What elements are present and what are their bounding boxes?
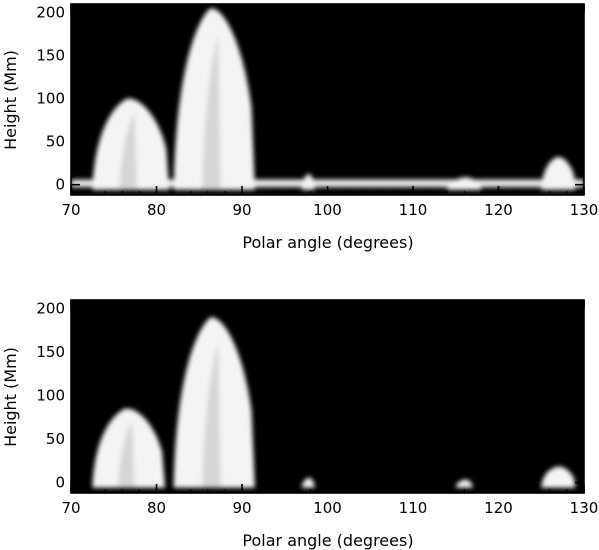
y-tick-label: 50 (46, 430, 65, 448)
emission-feature (455, 479, 473, 488)
x-tick-label: 100 (313, 499, 342, 517)
axes: 70 80 90 100 110 120 130 0 50 100 150 200 (36, 299, 599, 517)
emission-streak (119, 112, 138, 190)
emission-feature (301, 173, 315, 190)
emission-feature (541, 156, 576, 190)
x-axis-label: Polar angle (degrees) (242, 531, 413, 550)
y-tick-label: 0 (55, 176, 65, 194)
emission-feature (301, 477, 315, 488)
x-tick-label: 90 (232, 201, 251, 219)
x-tick-label: 130 (570, 201, 599, 219)
y-tick-label: 100 (36, 90, 65, 108)
x-tick-label: 100 (313, 201, 342, 219)
emission-streak (202, 35, 221, 190)
emission-feature (541, 466, 576, 488)
y-tick-label: 100 (36, 387, 65, 405)
x-tick-label: 90 (232, 499, 251, 517)
y-tick-label: 150 (36, 343, 65, 361)
x-tick-label: 110 (399, 201, 428, 219)
emission-layer (71, 8, 584, 190)
y-tick-label: 150 (36, 47, 65, 65)
emission-layer (92, 317, 576, 488)
x-tick-label: 130 (570, 499, 599, 517)
x-tick-label: 70 (61, 499, 80, 517)
y-tick-label: 50 (46, 133, 65, 151)
y-tick-label: 200 (36, 4, 65, 22)
axes: 70 80 90 100 110 120 130 0 50 100 150 200 (36, 3, 599, 219)
emission-streak (117, 420, 135, 488)
chart-panel-top: 70 80 90 100 110 120 130 0 50 100 150 200 Polar ang… (1, 3, 599, 252)
x-tick-label: 120 (484, 499, 513, 517)
y-tick-label: 200 (36, 300, 65, 318)
x-tick-label: 80 (147, 201, 166, 219)
x-tick-label: 80 (147, 499, 166, 517)
x-tick-label: 110 (399, 499, 428, 517)
chart-panel-bottom: 70 80 90 100 110 120 130 0 50 100 150 200 Polar ang… (1, 299, 599, 550)
x-axis-label: Polar angle (degrees) (242, 233, 413, 252)
y-tick-label: 0 (55, 474, 65, 492)
y-axis-label: Height (Mm) (1, 50, 20, 150)
emission-feature (447, 177, 482, 190)
y-axis-label: Height (Mm) (1, 347, 20, 447)
x-tick-label: 120 (484, 201, 513, 219)
x-tick-label: 70 (61, 201, 80, 219)
emission-streak (202, 342, 221, 488)
limb-band (71, 179, 584, 188)
